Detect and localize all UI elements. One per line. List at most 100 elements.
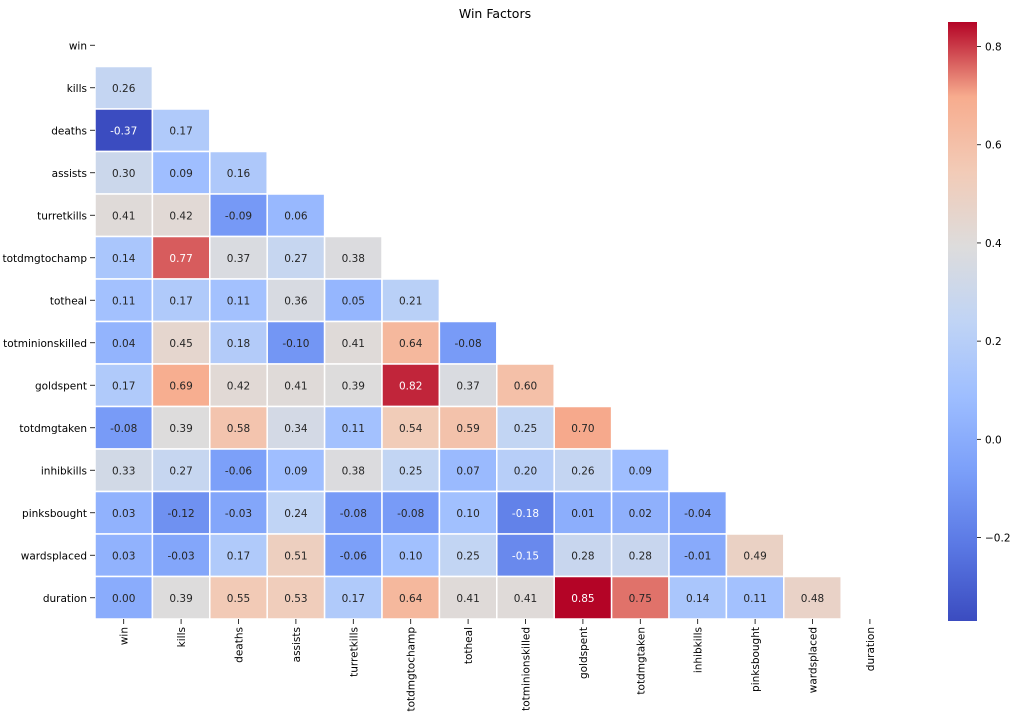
x-tick-label: assists xyxy=(291,627,303,662)
x-tick-label: totdmgtaken xyxy=(635,627,647,695)
cell-value-label: -0.03 xyxy=(225,508,252,520)
heatmap-cell xyxy=(381,320,441,365)
cell-value-label: 0.01 xyxy=(571,508,594,520)
heatmap-cell xyxy=(266,575,326,620)
heatmap-cell xyxy=(94,363,154,408)
heatmap-cell xyxy=(151,193,211,238)
cell-value-label: -0.08 xyxy=(110,423,137,435)
cell-value-label: 0.60 xyxy=(514,380,537,392)
cell-value-label: 0.39 xyxy=(169,423,192,435)
cell-value-label: 0.05 xyxy=(342,295,365,307)
heatmap-cell xyxy=(94,108,154,153)
y-tick-label: wardsplaced xyxy=(21,550,87,562)
cell-value-label: 0.41 xyxy=(112,210,135,222)
cell-value-label: 0.38 xyxy=(342,253,365,265)
y-tick-label: kills xyxy=(67,83,87,95)
heatmap-cells xyxy=(94,65,842,620)
cell-value-label: -0.12 xyxy=(168,508,195,520)
cell-value-label: 0.00 xyxy=(112,593,135,605)
cell-value-label: 0.82 xyxy=(399,380,422,392)
colorbar-tick-label: 0.2 xyxy=(985,336,1002,348)
cell-value-label: 0.03 xyxy=(112,550,135,562)
cell-value-label: 0.17 xyxy=(342,593,365,605)
cell-value-label: -0.01 xyxy=(684,550,711,562)
heatmap-cell xyxy=(668,575,728,620)
cell-value-label: 0.10 xyxy=(399,550,422,562)
cell-value-label: 0.27 xyxy=(169,465,192,477)
heatmap-cell xyxy=(323,448,383,493)
cell-value-labels: 0.26 -0.37 0.17 0.30 0.09 0.16 0.41 0.42 -0.09 0.… xyxy=(110,83,824,605)
cell-value-label: 0.26 xyxy=(112,83,136,95)
heatmap-cell xyxy=(553,490,613,535)
cell-value-label: 0.14 xyxy=(686,593,710,605)
colorbar-tick-label: 0.8 xyxy=(985,42,1002,54)
heatmap-cell xyxy=(94,448,154,493)
cell-value-label: 0.41 xyxy=(514,593,537,605)
cell-value-label: 0.17 xyxy=(169,295,192,307)
cell-value-label: 0.49 xyxy=(743,550,766,562)
cell-value-label: 0.28 xyxy=(571,550,594,562)
cell-value-label: 0.17 xyxy=(169,125,192,137)
cell-value-label: 0.04 xyxy=(112,338,136,350)
heatmap-cell xyxy=(553,533,613,578)
x-tick-label: turretkills xyxy=(348,627,360,677)
cell-value-label: 0.38 xyxy=(342,465,365,477)
cell-value-label: 0.58 xyxy=(227,423,250,435)
cell-value-label: 0.41 xyxy=(456,593,479,605)
cell-value-label: 0.06 xyxy=(284,210,308,222)
cell-value-label: -0.08 xyxy=(455,338,482,350)
heatmap-cell xyxy=(266,278,326,323)
heatmap-cell xyxy=(438,575,498,620)
cell-value-label: -0.09 xyxy=(225,210,252,222)
heatmap-cell xyxy=(209,533,268,578)
colorbar-gradient xyxy=(948,22,977,621)
y-tick-label: goldspent xyxy=(35,380,87,392)
cell-value-label: -0.04 xyxy=(684,508,711,520)
heatmap-cell xyxy=(553,448,613,493)
cell-value-label: 0.70 xyxy=(571,423,594,435)
cell-value-label: 0.77 xyxy=(169,253,192,265)
heatmap-cell xyxy=(266,235,326,280)
cell-value-label: -0.08 xyxy=(397,508,424,520)
cell-value-label: 0.10 xyxy=(456,508,479,520)
heatmap-cell xyxy=(496,363,555,408)
cell-value-label: 0.09 xyxy=(629,465,652,477)
heatmap-cell xyxy=(553,575,613,620)
cell-value-label: 0.59 xyxy=(456,423,479,435)
colorbar xyxy=(948,22,977,621)
cell-value-label: -0.08 xyxy=(340,508,367,520)
x-tick-label: totheal xyxy=(463,627,475,664)
heatmap-cell xyxy=(94,490,154,535)
cell-value-label: -0.18 xyxy=(512,508,539,520)
cell-value-label: 0.54 xyxy=(399,423,423,435)
cell-value-label: 0.11 xyxy=(342,423,365,435)
y-tick-label: totdmgtaken xyxy=(19,423,87,435)
cell-value-label: 0.64 xyxy=(399,338,423,350)
heatmap-cell xyxy=(610,533,670,578)
heatmap-cell xyxy=(668,533,728,578)
cell-value-label: 0.21 xyxy=(399,295,422,307)
colorbar-tick-label: 0.0 xyxy=(985,434,1002,446)
x-tick-label: kills xyxy=(176,627,188,647)
cell-value-label: 0.02 xyxy=(629,508,652,520)
colorbar-tick-label: −0.2 xyxy=(985,533,1011,545)
heatmap-cell xyxy=(381,490,441,535)
cell-value-label: -0.03 xyxy=(168,550,195,562)
cell-value-label: 0.16 xyxy=(227,168,251,180)
heatmap-cell xyxy=(610,575,670,620)
heatmap-cell xyxy=(94,575,154,620)
cell-value-label: -0.10 xyxy=(282,338,309,350)
cell-value-label: 0.17 xyxy=(227,550,250,562)
x-tick-label: duration xyxy=(865,627,877,671)
cell-value-label: 0.18 xyxy=(227,338,250,350)
heatmap-cell xyxy=(610,448,670,493)
heatmap-cell xyxy=(94,320,154,365)
cell-value-label: 0.25 xyxy=(399,465,422,477)
heatmap-cell xyxy=(209,575,268,620)
cell-value-label: 0.41 xyxy=(284,380,307,392)
x-tick-label: totminionskilled xyxy=(521,627,533,711)
cell-value-label: -0.37 xyxy=(110,125,137,137)
cell-value-label: 0.17 xyxy=(112,380,135,392)
x-tick-label: win xyxy=(119,627,131,645)
